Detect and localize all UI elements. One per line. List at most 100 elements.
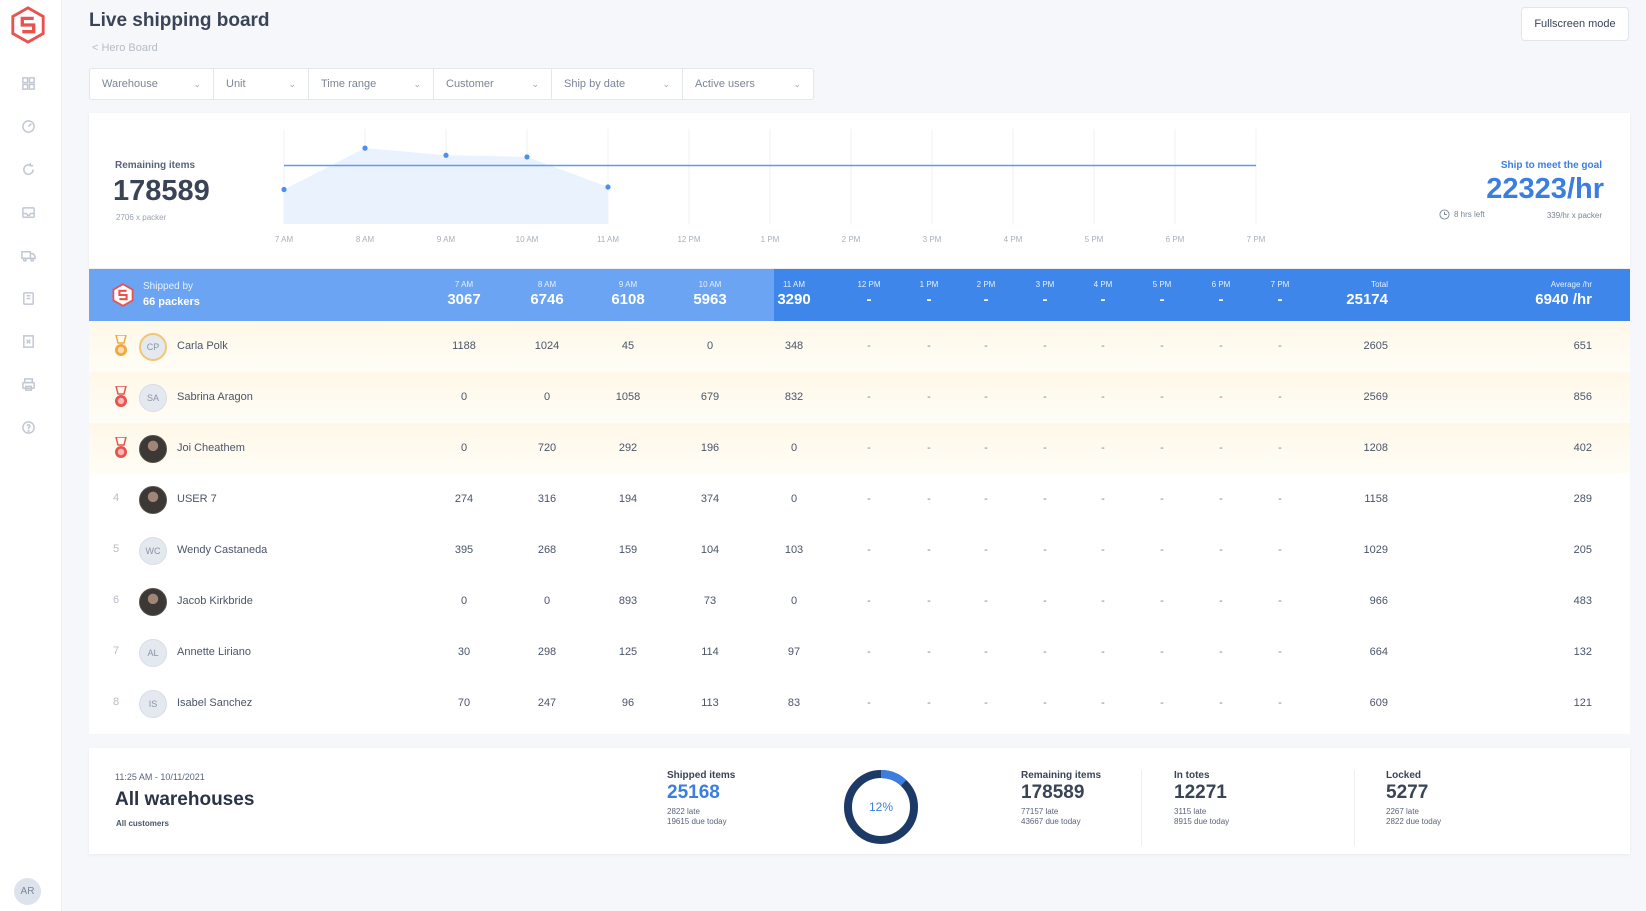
- x-tick-label: 7 PM: [1247, 235, 1266, 244]
- filter-customer[interactable]: Customer ⌄: [434, 69, 552, 99]
- report-icon[interactable]: [19, 332, 37, 350]
- hour-value: 114: [701, 646, 719, 658]
- filter-label: Unit: [226, 78, 246, 90]
- hour-value: 348: [784, 340, 804, 352]
- table-row[interactable]: CP Carla Polk 1188 1024 45 0 348 - - - - - - - - 2605 65…: [89, 321, 1630, 373]
- hour-value-empty: -: [1043, 595, 1047, 607]
- data-point: [362, 145, 368, 151]
- hour-value-empty: -: [984, 442, 988, 454]
- filter-ship-by-date[interactable]: Ship by date ⌄: [552, 69, 683, 99]
- hour-value-empty: -: [1278, 595, 1282, 607]
- fullscreen-button[interactable]: Fullscreen mode: [1521, 7, 1629, 41]
- grid-icon[interactable]: [19, 74, 37, 92]
- breadcrumb[interactable]: < Hero Board: [92, 42, 158, 54]
- hour-value-empty: -: [1278, 697, 1282, 709]
- packer-average: 121: [1573, 697, 1592, 709]
- packer-average: 402: [1573, 442, 1592, 454]
- avg-label: Average /hr: [1550, 280, 1592, 289]
- package-icon[interactable]: [19, 289, 37, 307]
- x-tick-label: 8 AM: [356, 235, 375, 244]
- inbox-icon[interactable]: [19, 203, 37, 221]
- hour-label: 9 AM: [618, 280, 638, 289]
- x-tick-label: 1 PM: [761, 235, 780, 244]
- shipped-items-due: 19615 due today: [667, 817, 727, 826]
- table-row[interactable]: 8 IS Isabel Sanchez 70 247 96 113 83 - - - - - - - - 609…: [89, 678, 1630, 730]
- hour-value: 1058: [615, 391, 641, 403]
- hour-value-empty: -: [867, 697, 871, 709]
- total-label: Total: [1371, 280, 1388, 289]
- medal-icon: [115, 437, 127, 458]
- remaining-summary-card: Remaining items 178589 2706 x packer 7 A…: [89, 113, 1630, 268]
- remaining-label: Remaining items: [115, 160, 196, 171]
- hour-label: 7 PM: [1270, 280, 1290, 289]
- hour-total: 3067: [447, 291, 481, 308]
- table-row[interactable]: SA Sabrina Aragon 0 0 1058 679 832 - - - - - - - - 2569…: [89, 372, 1630, 424]
- goal-per-packer: 339/hr x packer: [1546, 211, 1602, 220]
- user-avatar[interactable]: AR: [14, 878, 41, 905]
- hour-value-empty: -: [1160, 493, 1164, 505]
- avatar: [139, 588, 167, 616]
- app-logo[interactable]: [9, 6, 47, 44]
- packer-total: 1029: [1363, 544, 1388, 556]
- summary-subtitle: All customers: [116, 819, 169, 828]
- hour-label: 5 PM: [1152, 280, 1172, 289]
- hour-value-empty: -: [1219, 646, 1223, 658]
- printer-icon[interactable]: [19, 375, 37, 393]
- x-tick-label: 4 PM: [1004, 235, 1023, 244]
- dashboard-icon[interactable]: [19, 117, 37, 135]
- hour-label: 8 AM: [537, 280, 557, 289]
- hour-value: 832: [784, 391, 804, 403]
- hour-value-empty: -: [984, 646, 988, 658]
- chevron-down-icon: ⌄: [288, 78, 296, 89]
- hour-column-header: 7 AM 3067: [447, 280, 480, 308]
- hour-value-empty: -: [1101, 544, 1105, 556]
- table-row[interactable]: 4 USER 7 274 316 194 374 0 - - - - - - - - 1158 289: [89, 474, 1630, 526]
- hour-total: -: [1042, 291, 1048, 308]
- avatar: [139, 435, 167, 463]
- hour-value-empty: -: [927, 697, 931, 709]
- packer-total: 609: [1369, 697, 1388, 709]
- hour-value: 292: [618, 442, 638, 454]
- packer-name: Wendy Castaneda: [177, 544, 268, 556]
- avatar: WC: [139, 537, 167, 565]
- hour-value-empty: -: [1160, 340, 1164, 352]
- filter-time-range[interactable]: Time range ⌄: [309, 69, 434, 99]
- filter-warehouse[interactable]: Warehouse ⌄: [90, 69, 214, 99]
- remaining-per-packer: 2706 x packer: [116, 213, 167, 222]
- medal-icon: [115, 335, 127, 356]
- hour-label: 11 AM: [782, 280, 806, 289]
- hour-value-empty: -: [867, 544, 871, 556]
- packer-name: Carla Polk: [177, 340, 228, 352]
- hour-column-header: 11 AM 3290: [777, 280, 810, 308]
- packer-total: 2605: [1363, 340, 1388, 352]
- refresh-icon[interactable]: [19, 160, 37, 178]
- hour-value-empty: -: [927, 646, 931, 658]
- in-totes-label: In totes: [1174, 770, 1210, 781]
- hour-total: -: [983, 291, 989, 308]
- hour-value-empty: -: [984, 544, 988, 556]
- packer-total: 2569: [1363, 391, 1388, 403]
- help-icon[interactable]: [19, 418, 37, 436]
- chevron-down-icon: ⌄: [413, 78, 421, 89]
- hour-column-header: 10 AM 5963: [693, 280, 726, 308]
- hour-column-header: 8 AM 6746: [530, 280, 563, 308]
- avatar: IS: [139, 690, 167, 718]
- packer-name: Annette Liriano: [177, 646, 251, 658]
- packer-leaderboard: Shipped by 66 packers 7 AM 3067 8 AM 6746 9 …: [89, 269, 1630, 734]
- table-row[interactable]: Joi Cheathem 0 720 292 196 0 - - - - - - - - 1208 402: [89, 423, 1630, 475]
- table-row[interactable]: 6 Jacob Kirkbride 0 0 893 73 0 - - - - - - - - 966 483: [89, 576, 1630, 628]
- hour-value-empty: -: [1278, 391, 1282, 403]
- hour-value-empty: -: [867, 646, 871, 658]
- hour-total: -: [1100, 291, 1106, 308]
- filter-unit[interactable]: Unit ⌄: [214, 69, 309, 99]
- table-row[interactable]: 7 AL Annette Liriano 30 298 125 114 97 - - - - - - - - 6…: [89, 627, 1630, 679]
- hour-value: 0: [460, 391, 468, 403]
- hour-value-empty: -: [867, 340, 871, 352]
- hour-value: 103: [784, 544, 804, 556]
- filter-active-users[interactable]: Active users ⌄: [683, 69, 813, 99]
- shipped-by-label: Shipped by: [143, 281, 194, 292]
- truck-icon[interactable]: [19, 246, 37, 264]
- hour-value: 247: [537, 697, 557, 709]
- table-row[interactable]: 5 WC Wendy Castaneda 395 268 159 104 103 - - - - - - -…: [89, 525, 1630, 577]
- hour-value: 0: [460, 442, 468, 454]
